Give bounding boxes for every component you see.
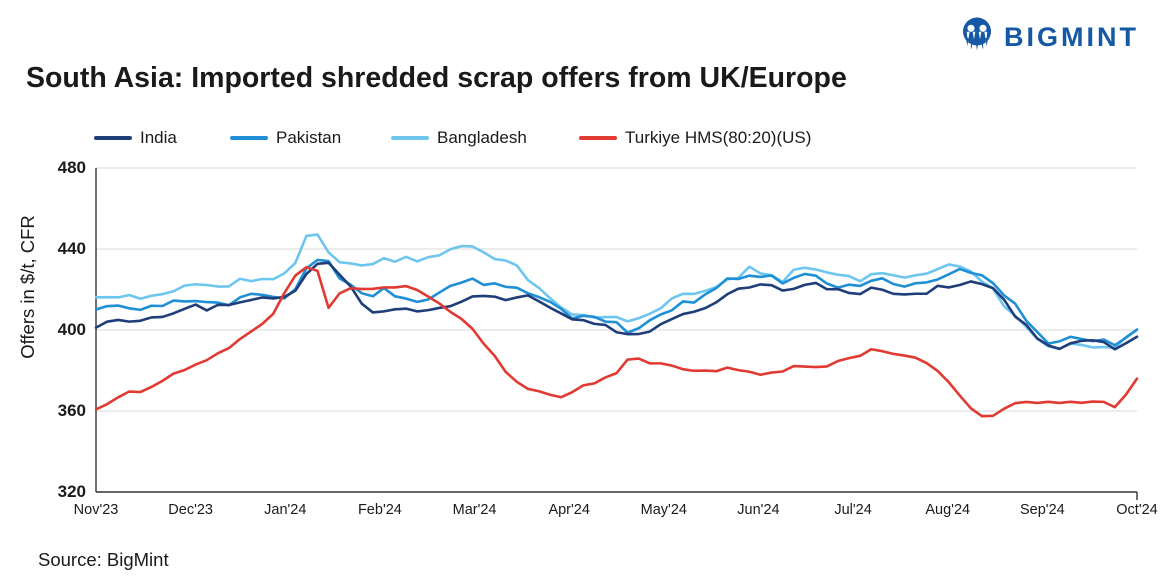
svg-text:Dec'23: Dec'23 [168, 502, 213, 518]
svg-text:Aug'24: Aug'24 [925, 502, 970, 518]
svg-text:Sep'24: Sep'24 [1020, 502, 1065, 518]
svg-text:400: 400 [58, 320, 86, 339]
svg-text:440: 440 [58, 239, 86, 258]
svg-text:Oct'24: Oct'24 [1116, 502, 1157, 518]
svg-text:Jun'24: Jun'24 [737, 502, 779, 518]
svg-text:Offers in $/t, CFR: Offers in $/t, CFR [17, 215, 38, 359]
svg-text:Mar'24: Mar'24 [453, 502, 497, 518]
svg-text:Jan'24: Jan'24 [264, 502, 306, 518]
svg-text:Jul'24: Jul'24 [834, 502, 871, 518]
svg-text:Apr'24: Apr'24 [548, 502, 589, 518]
svg-text:360: 360 [58, 401, 86, 420]
svg-text:480: 480 [58, 158, 86, 177]
svg-text:May'24: May'24 [641, 502, 687, 518]
svg-text:320: 320 [58, 482, 86, 501]
svg-text:Nov'23: Nov'23 [74, 502, 119, 518]
svg-text:Feb'24: Feb'24 [358, 502, 402, 518]
